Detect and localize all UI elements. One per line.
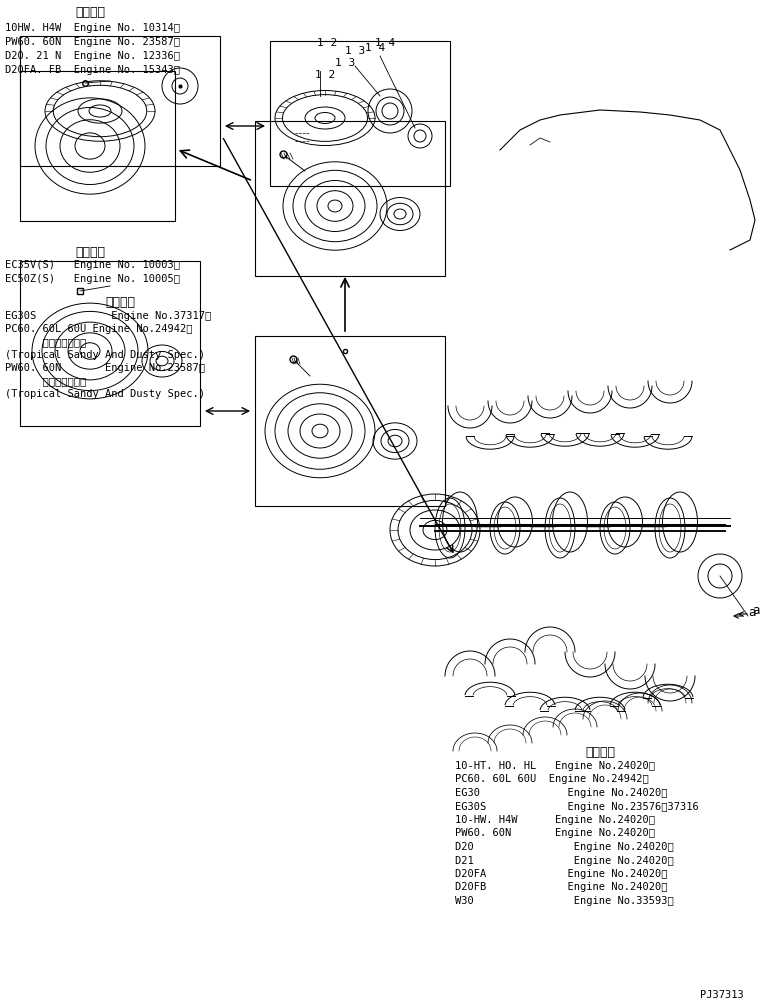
Bar	[270, 41, 450, 186]
Text: PC60. 60L 60U  Engine No.24942～: PC60. 60L 60U Engine No.24942～	[455, 775, 649, 785]
Text: 1 2: 1 2	[315, 70, 335, 80]
Text: 10HW. H4W  Engine No. 10314～: 10HW. H4W Engine No. 10314～	[5, 23, 180, 33]
Bar	[20, 261, 200, 426]
Text: PW60. 60N       Engine No.23587～: PW60. 60N Engine No.23587～	[5, 363, 205, 373]
Text: 熱帯砂塵地仕様: 熱帯砂塵地仕様	[5, 337, 87, 347]
Text: D20FA. FB  Engine No. 15343～: D20FA. FB Engine No. 15343～	[5, 65, 180, 75]
Text: PW60. 60N  Engine No. 23587～: PW60. 60N Engine No. 23587～	[5, 37, 180, 47]
Text: 1 2: 1 2	[317, 38, 337, 48]
Text: PW60. 60N       Engine No.24020～: PW60. 60N Engine No.24020～	[455, 829, 655, 838]
Text: EG30              Engine No.24020～: EG30 Engine No.24020～	[455, 788, 668, 798]
Text: D21                Engine No.24020～: D21 Engine No.24020～	[455, 855, 674, 865]
Bar	[255, 121, 445, 276]
Text: W30                Engine No.33593～: W30 Engine No.33593～	[455, 896, 674, 906]
Text: 適用号機: 適用号機	[75, 246, 105, 259]
Text: 適用号機: 適用号機	[75, 6, 105, 19]
Text: 1 4: 1 4	[375, 38, 395, 48]
Text: 熱帯砂塵地仕様: 熱帯砂塵地仕様	[5, 376, 87, 386]
Text: (Tropical Sandy And Dusty Spec.): (Tropical Sandy And Dusty Spec.)	[5, 350, 205, 360]
Text: PC60. 60L 60U Engine No.24942～: PC60. 60L 60U Engine No.24942～	[5, 324, 192, 334]
Text: 適用号機: 適用号機	[105, 296, 135, 309]
Text: EC50Z(S)   Engine No. 10005～: EC50Z(S) Engine No. 10005～	[5, 274, 180, 284]
Text: PJ37313: PJ37313	[700, 990, 744, 1000]
Text: (Tropical Sandy And Dusty Spec.): (Tropical Sandy And Dusty Spec.)	[5, 389, 205, 399]
Bar	[255, 336, 445, 506]
Text: EC35V(S)   Engine No. 10003～: EC35V(S) Engine No. 10003～	[5, 260, 180, 270]
Text: D20FA             Engine No.24020～: D20FA Engine No.24020～	[455, 869, 668, 879]
Text: D20                Engine No.24020～: D20 Engine No.24020～	[455, 842, 674, 852]
Bar	[20, 36, 220, 166]
Text: 1 3: 1 3	[335, 58, 356, 68]
Text: D20FB             Engine No.24020～: D20FB Engine No.24020～	[455, 882, 668, 892]
Text: EG30S             Engine No.23576～37316: EG30S Engine No.23576～37316	[455, 802, 699, 812]
Text: 適用号機: 適用号機	[585, 746, 615, 759]
Text: D20. 21 N  Engine No. 12336～: D20. 21 N Engine No. 12336～	[5, 51, 180, 61]
Bar	[20, 71, 175, 221]
Text: 10-HT. HO. HL   Engine No.24020～: 10-HT. HO. HL Engine No.24020～	[455, 761, 655, 771]
Text: 1 4: 1 4	[365, 43, 385, 53]
Text: 10-HW. H4W      Engine No.24020～: 10-HW. H4W Engine No.24020～	[455, 815, 655, 825]
Text: a: a	[752, 604, 760, 617]
Text: a: a	[748, 606, 755, 619]
Text: EG30S            Engine No.37317～: EG30S Engine No.37317～	[5, 311, 211, 321]
Text: 1 3: 1 3	[345, 46, 366, 56]
